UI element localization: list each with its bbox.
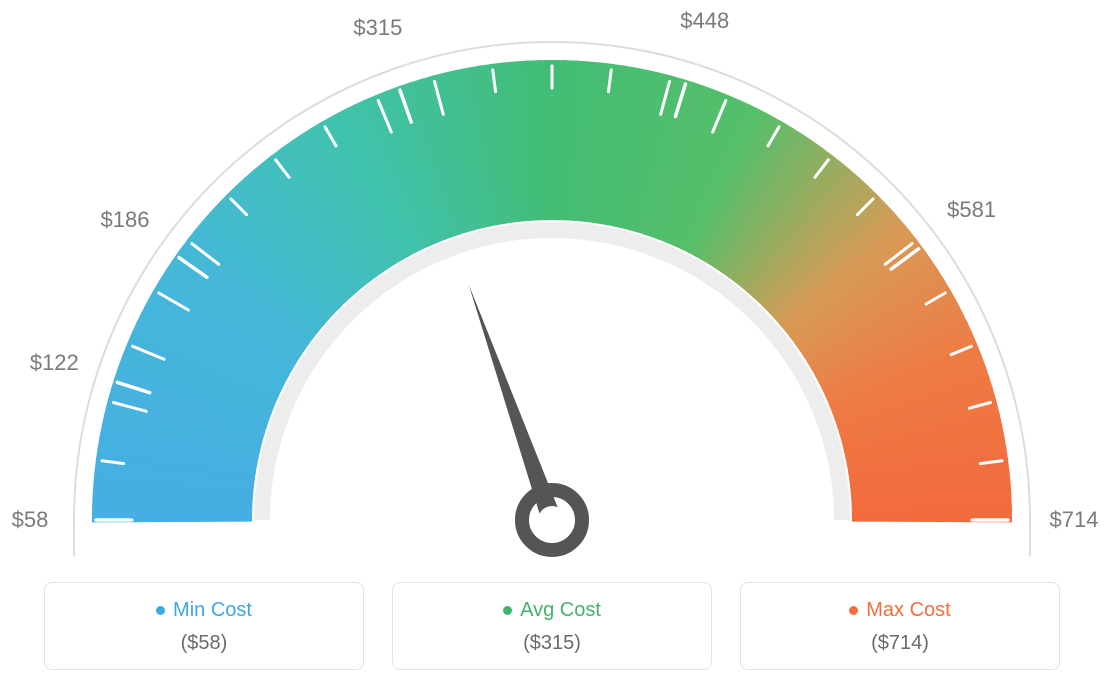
legend-title-min: Min Cost	[156, 599, 252, 622]
legend-dot-max	[849, 606, 858, 615]
legend-label-max: Max Cost	[866, 599, 950, 622]
legend-dot-min	[156, 606, 165, 615]
gauge-tick-label: $186	[101, 207, 150, 233]
gauge-tick-label: $448	[680, 8, 729, 34]
legend-card-min: Min Cost ($58)	[44, 582, 364, 670]
legend-card-avg: Avg Cost ($315)	[392, 582, 712, 670]
legend-value-max: ($714)	[751, 632, 1049, 655]
gauge-tick-label: $581	[947, 197, 996, 223]
gauge-tick-label: $58	[12, 507, 49, 533]
legend-title-max: Max Cost	[849, 599, 950, 622]
gauge-tick-label: $714	[1050, 507, 1099, 533]
cost-gauge-container: $58 $122 $186 $315 $448 $581 $714 Min Cost ($5…	[0, 0, 1104, 690]
gauge-tick-label: $122	[30, 350, 79, 376]
legend-title-avg: Avg Cost	[503, 599, 601, 622]
legend-label-avg: Avg Cost	[520, 599, 601, 622]
legend-value-min: ($58)	[55, 632, 353, 655]
gauge-tick-label: $315	[353, 15, 402, 41]
legend-value-avg: ($315)	[403, 632, 701, 655]
legend-card-max: Max Cost ($714)	[740, 582, 1060, 670]
legend-label-min: Min Cost	[173, 599, 252, 622]
gauge-chart: $58 $122 $186 $315 $448 $581 $714	[0, 0, 1104, 560]
legend-row: Min Cost ($58) Avg Cost ($315) Max Cost …	[0, 582, 1104, 670]
legend-dot-avg	[503, 606, 512, 615]
